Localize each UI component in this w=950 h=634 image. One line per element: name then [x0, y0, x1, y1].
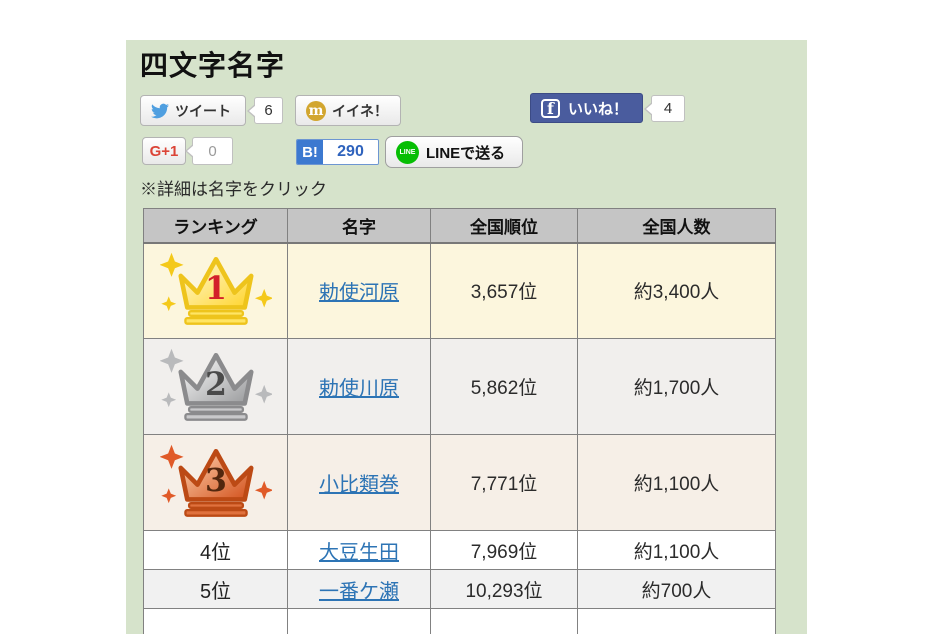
- line-share-label: LINEで送る: [426, 144, 506, 162]
- table-row: [143, 608, 776, 634]
- rank-cell: 4位: [143, 530, 288, 570]
- surname-cell: 勅使川原: [287, 338, 431, 435]
- sparkle: [254, 288, 273, 308]
- ranking-table: ランキング 名字 全国順位 全国人数 1 勅使河原 3,657位 約3,400人 2…: [143, 208, 776, 634]
- sparkle: [158, 252, 184, 277]
- mixi-button-label: イイネ！: [332, 102, 388, 119]
- table-row: 5位 一番ケ瀬 10,293位 約700人: [143, 569, 776, 609]
- line-share-button[interactable]: LINE LINEで送る: [385, 136, 523, 168]
- rank-cell: 1: [143, 242, 288, 339]
- facebook-like-count[interactable]: 4: [644, 95, 685, 122]
- surname-cell: 勅使河原: [287, 242, 431, 339]
- mixi-icon: m: [306, 100, 326, 121]
- header-national-population: 全国人数: [577, 208, 776, 244]
- surname-link[interactable]: 小比類巻: [319, 474, 399, 496]
- facebook-like-label: いいね！: [568, 100, 629, 118]
- surname-cell: 一番ケ瀬: [287, 569, 431, 609]
- surname-link[interactable]: 一番ケ瀬: [319, 580, 399, 603]
- hatena-b-icon[interactable]: B!: [297, 140, 323, 164]
- national-rank-cell: 7,969位: [430, 530, 578, 570]
- sparkle: [254, 480, 273, 499]
- ranking-table-body: 1 勅使河原 3,657位 約3,400人 2 勅使川原 5,862位 約1,700人 …: [143, 242, 776, 634]
- line-icon: LINE: [396, 140, 419, 164]
- sparkle: [160, 296, 176, 311]
- national-rank-cell: 7,771位: [430, 434, 578, 531]
- rank-label: 5位: [199, 580, 232, 603]
- tweet-button[interactable]: ツイート: [140, 95, 246, 126]
- google-plus-one-button[interactable]: G+1: [142, 137, 186, 165]
- twitter-bird-icon: [151, 103, 169, 118]
- note-text: ※詳細は名字をクリック: [140, 180, 327, 199]
- bronze-crown-icon: 3: [158, 444, 273, 517]
- sparkle: [254, 384, 273, 403]
- national-rank-cell: 5,862位: [430, 338, 578, 435]
- population-cell: 約1,100人: [577, 434, 776, 531]
- hatena-bookmark-widget[interactable]: B! 290: [296, 139, 379, 165]
- hatena-bookmark-count[interactable]: 290: [323, 140, 378, 164]
- svg-text:3: 3: [205, 462, 227, 499]
- rank-cell: 5位: [143, 569, 288, 609]
- sparkle: [158, 348, 184, 373]
- surname-link[interactable]: 勅使河原: [319, 282, 399, 305]
- population-cell: 約700人: [577, 569, 776, 609]
- svg-text:2: 2: [205, 366, 227, 403]
- google-plus-one-label: G+1: [149, 142, 179, 160]
- tweet-button-label: ツイート: [175, 102, 231, 119]
- national-rank-cell: 10,293位: [430, 569, 578, 609]
- svg-text:1: 1: [205, 270, 227, 307]
- surname-link[interactable]: 勅使川原: [319, 378, 399, 400]
- facebook-f-icon: f: [541, 98, 560, 118]
- gold-crown-icon: 1: [158, 252, 273, 325]
- header-surname: 名字: [287, 208, 431, 244]
- rank-label: 4位: [199, 541, 232, 564]
- population-cell: 約1,100人: [577, 530, 776, 570]
- table-row: 1 勅使河原 3,657位 約3,400人: [143, 242, 776, 339]
- surname-cell: 小比類巻: [287, 434, 431, 531]
- tweet-count[interactable]: 6: [247, 97, 283, 124]
- table-row: 3 小比類巻 7,771位 約1,100人: [143, 434, 776, 531]
- population-cell: 約1,700人: [577, 338, 776, 435]
- table-header-row: ランキング 名字 全国順位 全国人数: [143, 208, 776, 244]
- content-panel: 四文字名字 ツイート 6 m イイネ！ f いいね！ 4 G+1 0 B! 29…: [126, 40, 807, 634]
- rank-cell: 2: [143, 338, 288, 435]
- surname-cell: [287, 608, 431, 634]
- header-national-rank: 全国順位: [430, 208, 578, 244]
- facebook-like-button[interactable]: f いいね！: [530, 93, 643, 123]
- google-plus-one-count[interactable]: 0: [185, 137, 233, 165]
- table-row: 2 勅使川原 5,862位 約1,700人: [143, 338, 776, 435]
- population-cell: [577, 608, 776, 634]
- rank-cell: [143, 608, 288, 634]
- mixi-button[interactable]: m イイネ！: [295, 95, 401, 126]
- national-rank-cell: 3,657位: [430, 242, 578, 339]
- surname-cell: 大豆生田: [287, 530, 431, 570]
- population-cell: 約3,400人: [577, 242, 776, 339]
- surname-link[interactable]: 大豆生田: [319, 541, 399, 564]
- page-title: 四文字名字: [140, 50, 286, 81]
- sparkle: [160, 487, 176, 503]
- sparkle: [158, 444, 184, 469]
- national-rank-cell: [430, 608, 578, 634]
- table-row: 4位 大豆生田 7,969位 約1,100人: [143, 530, 776, 570]
- rank-cell: 3: [143, 434, 288, 531]
- silver-crown-icon: 2: [158, 348, 273, 421]
- header-ranking: ランキング: [143, 208, 288, 244]
- sparkle: [160, 391, 176, 407]
